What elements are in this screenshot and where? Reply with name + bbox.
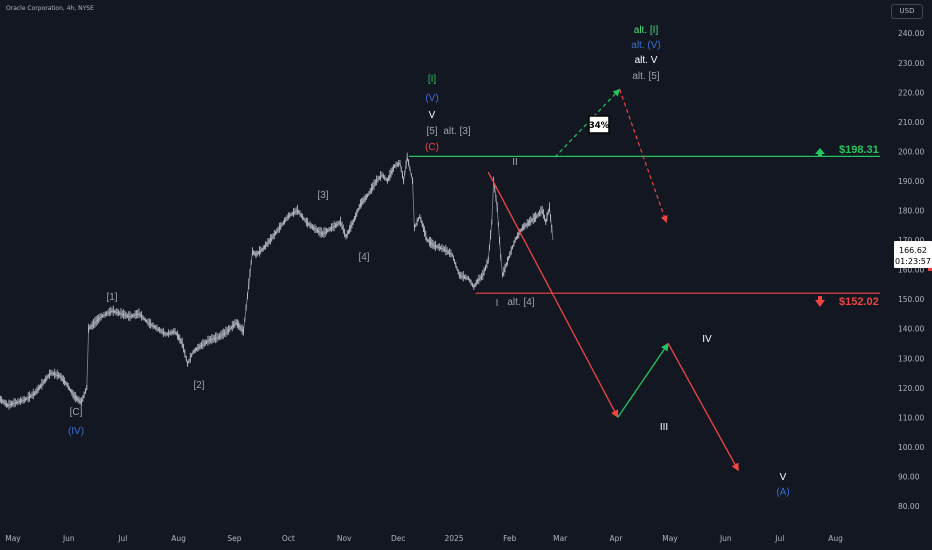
x-tick-label: May xyxy=(5,534,21,543)
wave-label: IV xyxy=(702,334,712,345)
wave-label: alt. [5] xyxy=(632,71,659,82)
wave-label: [2] xyxy=(193,380,204,391)
y-tick-label: 110.00 xyxy=(898,413,924,422)
projection-wave-v xyxy=(667,343,739,472)
wave-label: alt. [3] xyxy=(443,126,470,137)
wave-label: alt. (V) xyxy=(631,40,660,51)
x-tick-label: Mar xyxy=(553,534,568,543)
wave-label: V xyxy=(780,472,787,483)
x-tick-label: Jun xyxy=(719,534,732,543)
y-tick-label: 100.00 xyxy=(898,443,924,452)
projection-wave-iv xyxy=(617,342,669,418)
x-tick-label: Feb xyxy=(503,534,517,543)
y-tick-label: 130.00 xyxy=(898,354,924,363)
y-tick-label: 240.00 xyxy=(898,29,924,38)
x-tick-label: Jun xyxy=(62,534,75,543)
projection-wave-iii xyxy=(487,171,619,419)
x-tick-label: 2025 xyxy=(444,534,463,543)
wave-label: [5] xyxy=(426,126,437,137)
price-series xyxy=(0,152,554,410)
current-price-tag: 166.62 01:23:57 xyxy=(894,241,932,271)
x-tick-label: Jul xyxy=(774,534,784,543)
probability-box: 34% xyxy=(588,115,610,134)
x-tick-label: Nov xyxy=(337,534,352,543)
price-marker xyxy=(928,268,932,271)
y-tick-label: 200.00 xyxy=(898,147,924,156)
x-tick-label: Jul xyxy=(117,534,127,543)
y-tick-label: 120.00 xyxy=(898,384,924,393)
wave-label: (V) xyxy=(425,93,438,104)
x-tick-label: Dec xyxy=(391,534,406,543)
y-tick-label: 230.00 xyxy=(898,59,924,68)
wave-label: V xyxy=(429,110,436,121)
wave-label: alt. [4] xyxy=(507,297,534,308)
y-tick-label: 210.00 xyxy=(898,118,924,127)
price-line xyxy=(0,157,554,406)
chart-title: Oracle Corporation, 4h, NYSE xyxy=(6,5,94,12)
y-tick-label: 180.00 xyxy=(898,207,924,216)
up-arrow-icon xyxy=(815,148,825,156)
y-tick-label: 170.00 xyxy=(898,236,924,245)
x-tick-label: Aug xyxy=(171,534,186,543)
wave-label: (A) xyxy=(776,487,789,498)
y-tick-label: 80.00 xyxy=(898,502,920,511)
alt-projection-up xyxy=(554,88,621,158)
wave-label: (C) xyxy=(425,142,439,153)
bar-countdown: 01:23:57 xyxy=(895,257,931,266)
x-tick-label: Sep xyxy=(227,534,241,543)
wave-label: [C] xyxy=(70,407,83,418)
wave-label: I xyxy=(496,298,499,309)
x-tick-label: Oct xyxy=(282,534,295,543)
wave-label: (IV) xyxy=(68,426,84,437)
y-tick-label: 190.00 xyxy=(898,177,924,186)
x-tick-label: Apr xyxy=(610,534,624,543)
support-level-label: $152.02 xyxy=(839,296,879,308)
x-tick-label: Aug xyxy=(828,534,843,543)
y-tick-label: 140.00 xyxy=(898,325,924,334)
wave-label: II xyxy=(512,157,518,168)
y-tick-label: 220.00 xyxy=(898,88,924,97)
y-tick-label: 150.00 xyxy=(898,295,924,304)
y-tick-label: 90.00 xyxy=(898,472,920,481)
y-tick-label: 160.00 xyxy=(898,266,924,275)
wave-label: [I] xyxy=(428,74,437,85)
price-candles xyxy=(0,152,553,410)
alt-projection-down xyxy=(619,89,668,223)
wave-label: [1] xyxy=(106,292,117,303)
probability-label: 34% xyxy=(589,121,610,131)
x-tick-label: May xyxy=(662,534,678,543)
wave-label: alt. [I] xyxy=(634,25,659,36)
current-price: 166.62 xyxy=(899,246,927,255)
wave-label: III xyxy=(660,422,668,433)
wave-label: alt. V xyxy=(635,55,658,66)
currency-button[interactable]: USD xyxy=(891,4,923,19)
down-arrow-icon xyxy=(815,296,825,307)
wave-label: [4] xyxy=(358,252,369,263)
resistance-level-label: $198.31 xyxy=(839,144,879,156)
wave-label: [3] xyxy=(317,190,328,201)
